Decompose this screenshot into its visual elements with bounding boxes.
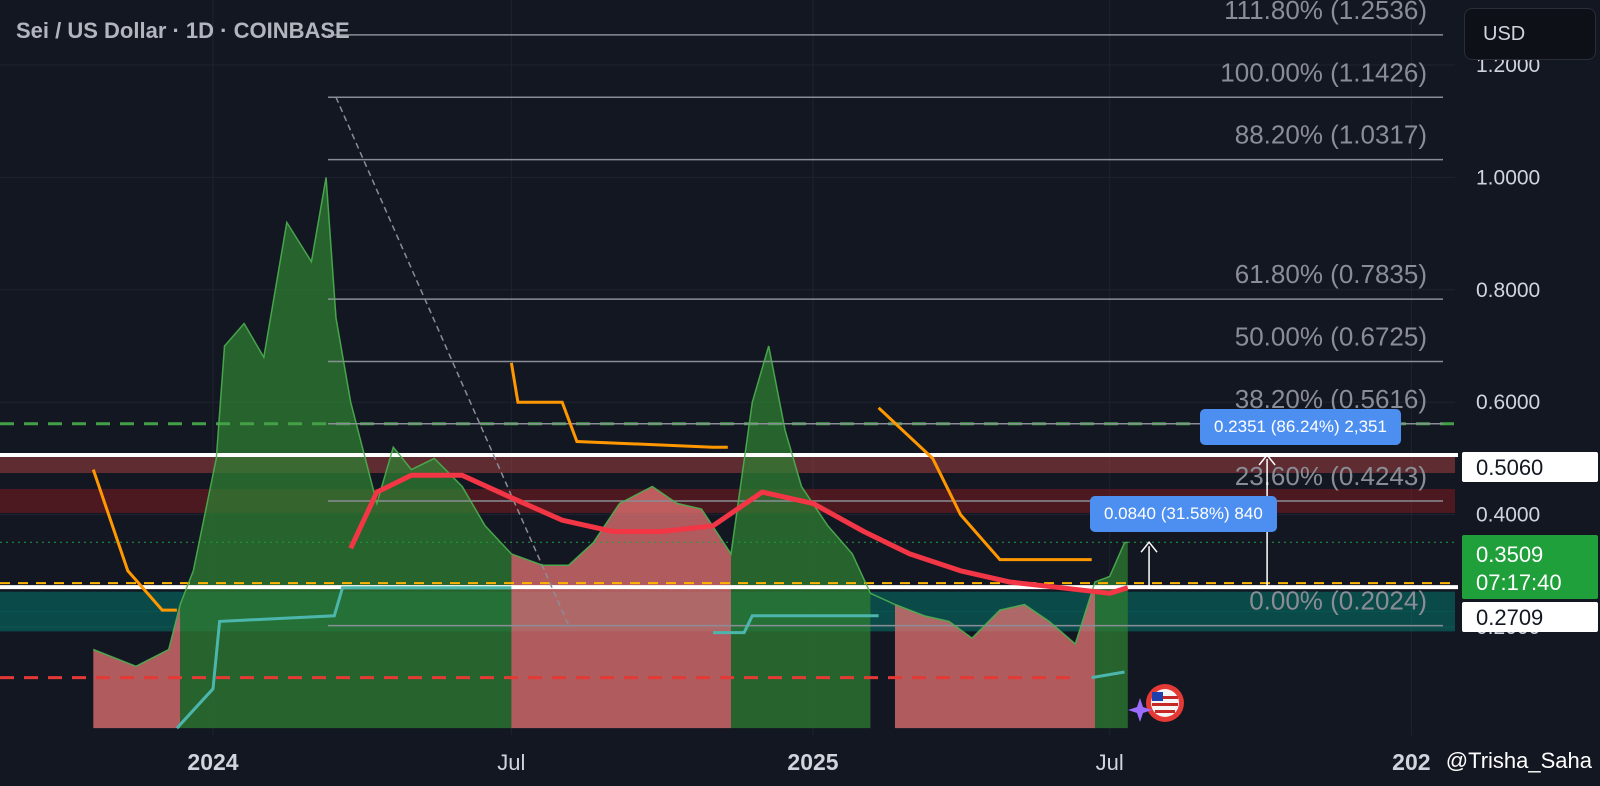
supertrend-line [175, 586, 512, 730]
price-box-upper: 0.5060 [1462, 452, 1598, 482]
currency-button[interactable]: USD [1464, 8, 1596, 60]
price-tick-label: 0.8000 [1476, 279, 1540, 302]
time-tick-label: Jul [497, 750, 525, 775]
supertrend-line [713, 614, 879, 635]
author-watermark: @Trisha_Saha [1445, 748, 1592, 773]
price-tick-label: 0.4000 [1476, 504, 1540, 527]
price-tick-label: 1.0000 [1476, 166, 1540, 189]
price-series [91, 177, 1129, 730]
fib-level-label: 38.20% (0.5616) [1235, 384, 1427, 414]
flag-icon[interactable] [1146, 684, 1184, 722]
last-price-box: 0.3509 07:17:40 [1462, 535, 1598, 599]
chart-title: Sei / US Dollar · 1D · COINBASE [16, 18, 350, 43]
supertrend-line [509, 362, 728, 449]
price-area [180, 177, 512, 729]
supertrend-line [91, 469, 177, 612]
fib-trend-line [335, 96, 570, 626]
price-area [1095, 542, 1128, 729]
time-axis[interactable]: 2024 Jul 2025 Jul 202 [187, 749, 1430, 775]
price-area [731, 346, 871, 729]
supertrend-line [877, 406, 1092, 562]
fib-level-label: 88.20% (1.0317) [1235, 120, 1427, 150]
fib-level-label: 23.60% (0.4243) [1235, 461, 1427, 491]
last-price: 0.3509 [1476, 542, 1544, 567]
price-tick-label: 0.6000 [1476, 391, 1540, 414]
price-area [895, 582, 1095, 729]
price-box-lower: 0.2709 [1462, 602, 1598, 632]
fib-level-label: 111.80% (1.2536) [1224, 0, 1427, 25]
time-tick-label: 202 [1392, 749, 1430, 775]
time-tick-label: 2024 [187, 749, 238, 775]
horizontal-lines [0, 422, 1458, 680]
fib-level-label: 50.00% (0.6725) [1235, 321, 1427, 351]
measure-arrowhead [1140, 540, 1158, 553]
supertrend-line [1091, 670, 1125, 680]
measure-label-large[interactable]: 0.2351 (86.24%) 2,351 [1200, 409, 1401, 445]
measure-arrowhead [1258, 453, 1276, 466]
fib-level-label: 61.80% (0.7835) [1235, 259, 1427, 289]
measure-label-small[interactable]: 0.0840 (31.58%) 840 [1090, 496, 1277, 532]
moving-average-line [348, 472, 1129, 596]
time-tick-label: Jul [1096, 750, 1124, 775]
price-areas [93, 177, 1128, 729]
fib-level-label: 0.00% (0.2024) [1249, 586, 1427, 616]
fib-retracement[interactable]: 111.80% (1.2536) 100.00% (1.1426) 88.20% (… [327, 0, 1443, 627]
price-line [93, 177, 1128, 668]
price-area [511, 486, 731, 729]
time-tick-label: 2025 [787, 749, 838, 775]
fib-level-label: 100.00% (1.1426) [1220, 57, 1427, 87]
bar-countdown: 07:17:40 [1476, 570, 1562, 595]
sparkle-icon [1128, 698, 1152, 722]
